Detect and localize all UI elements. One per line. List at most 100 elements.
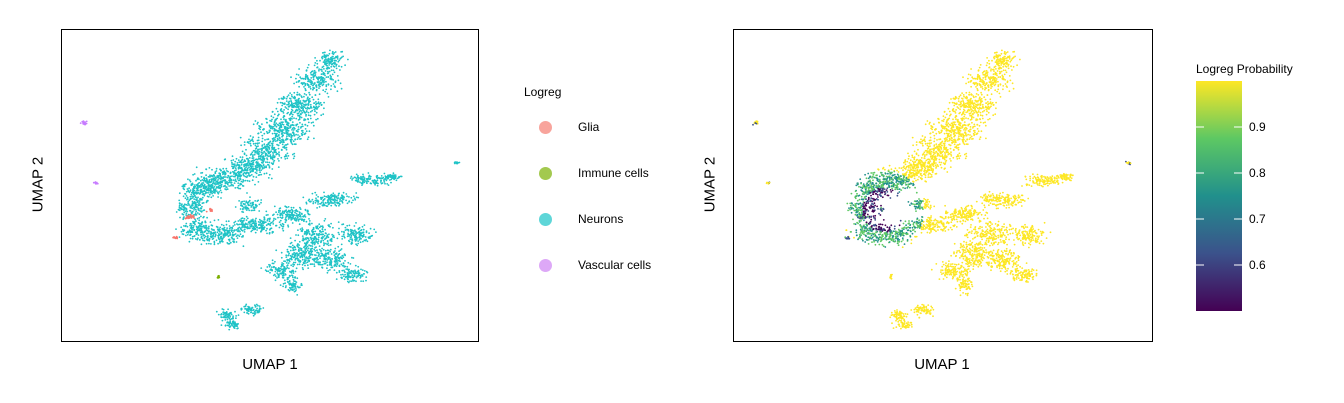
cell-point-neuron — [348, 235, 350, 237]
cell-point-neuron — [249, 309, 252, 311]
cell-point-neuron — [226, 232, 229, 235]
cell-point-neuron — [239, 219, 241, 221]
cell-point-neuron — [344, 260, 346, 262]
cell-point-neuron — [219, 181, 222, 184]
cell-point-neuron — [243, 231, 246, 233]
cell-point-neuron — [354, 264, 357, 267]
cell-point-neuron — [362, 280, 365, 283]
cell-point-neuron — [306, 232, 308, 235]
cell-point-neuron — [963, 143, 966, 146]
cell-point-neuron — [313, 248, 316, 251]
cell-point-neuron — [196, 238, 199, 241]
cell-point-neuron — [217, 313, 220, 316]
cell-point-neuron — [346, 195, 348, 198]
cell-point-neuron — [227, 170, 230, 173]
cell-point-neuron — [281, 227, 284, 230]
cell-point-neuron — [204, 180, 206, 182]
cell-point-neuron — [190, 222, 192, 225]
cell-point-neuron — [286, 131, 289, 134]
cell-point-neuron — [344, 276, 347, 278]
cell-point-neuron — [350, 234, 353, 237]
cell-point-neuron — [282, 134, 284, 137]
cell-point-neuron — [194, 212, 197, 215]
cell-point-neuron — [349, 263, 352, 265]
cell-point-neuron — [267, 146, 269, 149]
cell-point-neuron — [287, 254, 289, 257]
cell-point-neuron — [334, 259, 337, 261]
cell-point-neuron — [293, 91, 296, 94]
cell-point-neuron — [250, 219, 253, 222]
cell-point-neuron — [326, 264, 329, 267]
cell-point-neuron — [245, 200, 248, 203]
y-axis-label-left: UMAP 2 — [29, 156, 47, 213]
cell-point-neuron — [314, 57, 316, 59]
cell-point-neuron — [223, 226, 226, 229]
cell-point-neuron — [992, 76, 995, 78]
cell-point-neuron — [987, 111, 990, 114]
cell-point-neuron — [975, 86, 977, 88]
cell-point-neuron — [249, 135, 252, 137]
cell-point-neuron — [327, 60, 330, 63]
cell-point-neuron — [967, 77, 969, 80]
cell-point-neuron — [356, 270, 359, 273]
cell-point-neuron — [341, 257, 344, 260]
cell-point-neuron — [947, 107, 950, 110]
cell-point-neuron — [338, 59, 341, 62]
cell-point-neuron — [312, 124, 315, 127]
cell-point-neuron — [983, 82, 986, 84]
cell-point-neuron — [224, 158, 227, 161]
cell-point-neuron — [317, 227, 320, 230]
cell-point-neuron — [281, 130, 284, 133]
cell-point-neuron — [376, 174, 379, 177]
cell-point-neuron — [294, 259, 297, 261]
cell-point-neuron — [268, 166, 271, 169]
cell-point-neuron — [234, 310, 236, 313]
cell-point-neuron — [247, 207, 250, 210]
cell-point-neuron — [281, 271, 284, 273]
cell-point-neuron — [324, 232, 327, 235]
cell-point-neuron — [239, 208, 242, 210]
cell-point-neuron — [332, 62, 334, 65]
cell-point-neuron — [297, 254, 300, 257]
cell-point-neuron — [339, 82, 342, 85]
cell-point-neuron — [307, 199, 310, 202]
cell-point-neuron — [229, 171, 232, 174]
cell-point-neuron — [252, 220, 254, 222]
legend-label-glia: Glia — [578, 120, 600, 134]
cell-point-neuron — [252, 159, 255, 162]
cell-point-neuron — [268, 263, 270, 266]
cell-point-neuron — [258, 227, 261, 230]
cell-point-neuron — [304, 128, 307, 130]
cell-point-neuron — [933, 140, 936, 143]
cell-point-neuron — [361, 275, 364, 277]
cell-point-neuron — [348, 224, 351, 227]
cell-point-neuron — [963, 95, 965, 98]
cell-point-neuron — [192, 225, 195, 227]
cell-point-neuron — [1011, 57, 1014, 60]
cell-point-neuron — [209, 235, 212, 238]
cell-point-neuron — [188, 187, 190, 190]
cell-point-neuron — [327, 197, 330, 200]
cell-point-neuron — [276, 269, 279, 272]
cell-point-neuron — [276, 110, 279, 113]
cell-point-neuron — [362, 176, 365, 178]
cell-point-neuron — [301, 239, 304, 242]
cell-point-neuron — [320, 197, 323, 200]
cell-point-neuron — [212, 232, 215, 235]
cell-point-neuron — [234, 167, 237, 170]
cell-point-neuron — [191, 204, 194, 207]
cell-point-neuron — [294, 248, 297, 251]
cell-point-neuron — [390, 178, 393, 181]
cell-point-neuron — [239, 183, 242, 186]
cell-point-neuron — [355, 237, 357, 239]
cell-point-neuron — [357, 272, 360, 275]
cell-point-neuron — [282, 263, 285, 265]
cell-point-neuron — [387, 176, 390, 179]
cell-point-neuron — [362, 273, 365, 275]
cell-point-neuron — [237, 184, 240, 187]
cell-point-neuron — [257, 221, 260, 223]
cell-point-neuron — [285, 206, 288, 208]
cell-point-neuron — [244, 169, 247, 172]
cell-point-neuron — [258, 305, 261, 307]
cell-point-neuron — [987, 118, 989, 121]
